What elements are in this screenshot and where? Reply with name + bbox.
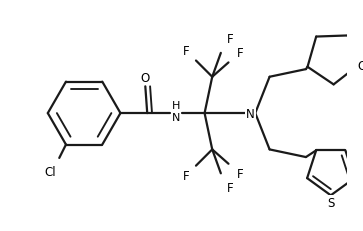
Text: F: F — [227, 181, 234, 194]
Text: O: O — [358, 59, 363, 72]
Text: H
N: H N — [172, 101, 180, 122]
Text: F: F — [237, 167, 243, 180]
Text: N: N — [246, 107, 255, 120]
Text: F: F — [183, 45, 190, 58]
Text: F: F — [227, 33, 234, 46]
Text: Cl: Cl — [45, 165, 57, 178]
Text: S: S — [327, 197, 334, 210]
Text: O: O — [141, 72, 150, 85]
Text: F: F — [183, 169, 190, 182]
Text: F: F — [237, 47, 243, 60]
